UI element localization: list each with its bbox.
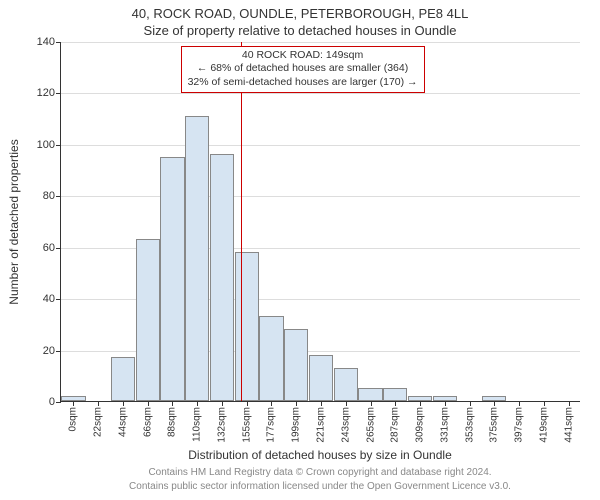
xtick-label: 309sqm — [415, 407, 426, 443]
ytick-label: 0 — [49, 396, 55, 408]
xtick-mark — [395, 401, 396, 406]
histogram-bar — [259, 316, 283, 401]
xtick-mark — [569, 401, 570, 406]
xtick-label: 353sqm — [464, 407, 475, 443]
xtick-mark — [371, 401, 372, 406]
ytick-label: 40 — [43, 293, 55, 305]
histogram-chart: 40, ROCK ROAD, OUNDLE, PETERBOROUGH, PE8… — [0, 0, 600, 500]
chart-title-main: 40, ROCK ROAD, OUNDLE, PETERBOROUGH, PE8… — [0, 0, 600, 21]
xtick-mark — [494, 401, 495, 406]
xtick-mark — [247, 401, 248, 406]
xtick-label: 441sqm — [563, 407, 574, 443]
histogram-bar — [136, 239, 160, 401]
xtick-mark — [346, 401, 347, 406]
xtick-mark — [296, 401, 297, 406]
gridline — [61, 93, 580, 94]
histogram-bar — [358, 388, 382, 401]
xtick-mark — [73, 401, 74, 406]
gridline — [61, 42, 580, 43]
xtick-label: 110sqm — [192, 407, 203, 442]
y-axis-label: Number of detached properties — [7, 139, 21, 304]
xtick-mark — [148, 401, 149, 406]
xtick-mark — [519, 401, 520, 406]
ytick-mark — [56, 351, 61, 352]
xtick-label: 155sqm — [241, 407, 252, 443]
xtick-label: 66sqm — [142, 407, 153, 437]
gridline — [61, 196, 580, 197]
annotation-line1: 40 ROCK ROAD: 149sqm — [188, 49, 418, 63]
xtick-mark — [271, 401, 272, 406]
xtick-label: 331sqm — [439, 407, 450, 443]
gridline — [61, 145, 580, 146]
xtick-label: 243sqm — [340, 407, 351, 443]
xtick-mark — [321, 401, 322, 406]
footer-copyright: Contains HM Land Registry data © Crown c… — [60, 467, 580, 478]
xtick-label: 0sqm — [68, 407, 79, 431]
ytick-label: 20 — [43, 345, 55, 357]
plot-area: 0204060801001201400sqm22sqm44sqm66sqm88s… — [60, 42, 580, 402]
annotation-line2: ← 68% of detached houses are smaller (36… — [188, 62, 418, 76]
xtick-label: 22sqm — [93, 407, 104, 437]
xtick-label: 265sqm — [365, 407, 376, 443]
histogram-bar — [235, 252, 259, 401]
ytick-label: 80 — [43, 190, 55, 202]
histogram-bar — [210, 154, 234, 401]
xtick-label: 397sqm — [514, 407, 525, 443]
xtick-label: 88sqm — [167, 407, 178, 437]
ytick-label: 100 — [37, 139, 55, 151]
xtick-mark — [470, 401, 471, 406]
ytick-mark — [56, 145, 61, 146]
xtick-mark — [172, 401, 173, 406]
ytick-mark — [56, 402, 61, 403]
xtick-label: 177sqm — [266, 407, 277, 443]
xtick-mark — [544, 401, 545, 406]
xtick-label: 199sqm — [291, 407, 302, 443]
footer-licence: Contains public sector information licen… — [60, 481, 580, 492]
xtick-mark — [98, 401, 99, 406]
xtick-label: 287sqm — [390, 407, 401, 443]
marker-line — [241, 42, 242, 401]
ytick-label: 140 — [37, 36, 55, 48]
xtick-mark — [123, 401, 124, 406]
xtick-label: 221sqm — [316, 407, 327, 443]
histogram-bar — [111, 357, 135, 401]
annotation-line3: 32% of semi-detached houses are larger (… — [188, 76, 418, 90]
histogram-bar — [160, 157, 184, 401]
xtick-mark — [445, 401, 446, 406]
ytick-label: 60 — [43, 242, 55, 254]
ytick-mark — [56, 196, 61, 197]
chart-title-sub: Size of property relative to detached ho… — [0, 21, 600, 38]
ytick-mark — [56, 93, 61, 94]
histogram-bar — [383, 388, 407, 401]
xtick-mark — [222, 401, 223, 406]
annotation-box: 40 ROCK ROAD: 149sqm ← 68% of detached h… — [181, 46, 425, 93]
x-axis-label: Distribution of detached houses by size … — [60, 448, 580, 462]
ytick-mark — [56, 248, 61, 249]
histogram-bar — [185, 116, 209, 401]
ytick-mark — [56, 42, 61, 43]
xtick-label: 132sqm — [216, 407, 227, 443]
xtick-label: 44sqm — [117, 407, 128, 437]
xtick-label: 375sqm — [489, 407, 500, 443]
ytick-label: 120 — [37, 87, 55, 99]
xtick-label: 419sqm — [538, 407, 549, 443]
ytick-mark — [56, 299, 61, 300]
histogram-bar — [284, 329, 308, 401]
histogram-bar — [309, 355, 333, 401]
xtick-mark — [420, 401, 421, 406]
histogram-bar — [334, 368, 358, 401]
xtick-mark — [197, 401, 198, 406]
